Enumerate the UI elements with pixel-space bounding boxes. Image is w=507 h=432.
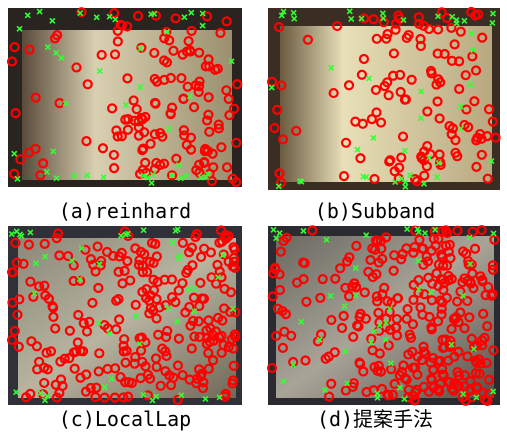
- caption: (c)LocalLap: [59, 407, 191, 431]
- caption: (b)Subband: [315, 199, 435, 223]
- caption: (a)reinhard: [59, 199, 191, 223]
- figure: (a)reinhard (b)Subband (c)LocalLap (d)提案…: [0, 0, 507, 432]
- caption: (d)提案手法: [317, 407, 433, 431]
